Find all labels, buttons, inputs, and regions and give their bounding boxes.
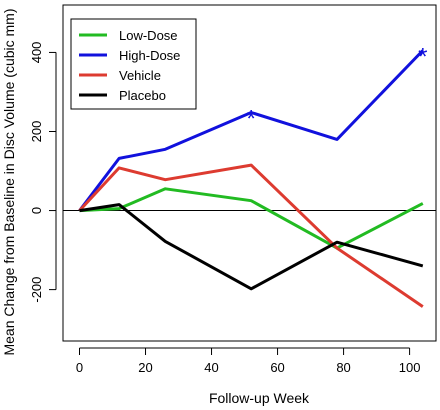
legend-label-high-dose: High-Dose [119,48,180,63]
legend-label-vehicle: Vehicle [119,68,161,83]
x-tick-label: 0 [76,360,83,375]
x-axis-title: Follow-up Week [209,390,310,406]
x-axis: 0 20 40 60 80 100 [76,347,421,375]
x-tick-label: 100 [399,360,421,375]
x-tick-label: 20 [138,360,152,375]
x-tick-label: 40 [204,360,218,375]
significance-marker: * [418,43,427,70]
x-tick-label: 60 [270,360,284,375]
series-layer [78,49,424,308]
plot-frame [62,4,437,342]
series-line-placebo [79,203,424,291]
y-tick-label: -200 [29,277,44,303]
series-line-low-dose [79,187,424,250]
y-tick-label: 200 [29,121,44,143]
annotation-layer: ** [246,43,427,132]
y-axis: -200 0 200 400 [29,42,57,303]
y-tick-label: 400 [29,42,44,64]
legend-label-placebo: Placebo [119,88,166,103]
y-tick-label: 0 [29,207,44,214]
significance-marker: * [246,106,255,133]
series-line-high-dose [78,49,424,212]
x-tick-label: 80 [336,360,350,375]
plot-border [62,4,437,342]
y-axis-title: Mean Change from Baseline in Disc Volume… [1,8,17,355]
series-line-vehicle [78,163,424,308]
legend: Low-Dose High-Dose Vehicle Placebo [70,18,197,110]
legend-label-low-dose: Low-Dose [119,28,178,43]
